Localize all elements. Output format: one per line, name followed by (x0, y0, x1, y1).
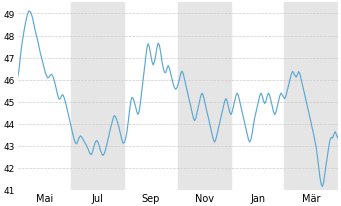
Bar (71, 4, 124, 190)
Bar (178, 4, 231, 190)
Bar (284, 4, 338, 190)
